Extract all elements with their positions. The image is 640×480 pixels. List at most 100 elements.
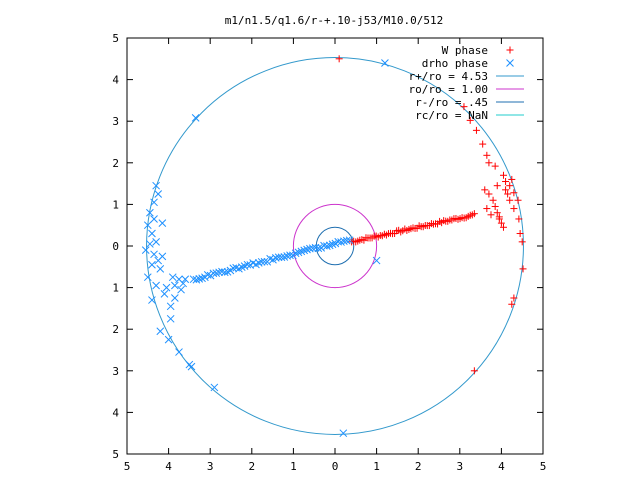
w-phase-marker — [470, 367, 478, 375]
w-phase-marker — [487, 211, 495, 219]
x-tick-label: 3 — [456, 460, 463, 473]
w-phase-marker — [483, 205, 491, 213]
y-tick-label: 3 — [112, 365, 119, 378]
drho-phase-marker — [300, 246, 309, 255]
chart-title: m1/n1.5/q1.6/r-+.10-j53/M10.0/512 — [225, 14, 444, 27]
w-phase-marker — [497, 219, 505, 227]
drho-phase-marker — [283, 252, 292, 260]
w-phase-marker — [460, 103, 468, 111]
drho-phase-marker — [189, 275, 198, 284]
w-phase-marker — [493, 182, 501, 190]
data-markers — [141, 55, 527, 438]
x-tick-label: 2 — [248, 460, 255, 473]
drho-phase-marker — [166, 314, 175, 323]
circle-ro-ro-1-00 — [292, 203, 378, 289]
x-tick-label: 3 — [207, 460, 214, 473]
legend-label: rc/ro = NaN — [415, 109, 488, 122]
w-phase-marker — [466, 116, 474, 124]
drho-phase-marker — [269, 255, 277, 264]
drho-phase-marker — [146, 208, 154, 217]
drho-phase-marker — [257, 257, 266, 266]
w-phase-marker — [510, 294, 518, 302]
drho-phase-marker — [314, 244, 323, 253]
legend-label: r-/ro = .45 — [415, 96, 488, 109]
w-phase-marker — [506, 182, 514, 190]
drho-phase-marker — [263, 257, 272, 266]
legend-label: W phase — [442, 44, 488, 57]
drho-phase-marker — [150, 250, 158, 259]
w-phase-marker — [502, 178, 510, 186]
w-phase-marker — [481, 186, 489, 194]
drho-phase-marker — [152, 237, 160, 246]
drho-phase-marker — [339, 429, 348, 438]
drho-phase-marker — [152, 181, 160, 190]
drho-phase-marker — [177, 285, 185, 294]
legend-marker — [506, 46, 514, 54]
y-tick-label: 4 — [112, 74, 119, 87]
drho-phase-marker — [146, 240, 154, 248]
x-tick-label: 5 — [540, 460, 547, 473]
drho-phase-marker — [150, 215, 158, 223]
w-phase-marker — [495, 213, 503, 221]
drho-phase-marker — [212, 269, 221, 277]
x-tick-label: 4 — [165, 460, 172, 473]
w-phase-marker — [519, 265, 527, 273]
drho-phase-marker — [297, 247, 306, 256]
drho-phase-marker — [286, 251, 294, 260]
drho-phase-marker — [187, 362, 196, 371]
drho-phase-marker — [158, 219, 167, 227]
drho-phase-marker — [150, 198, 158, 207]
drho-phase-marker — [206, 271, 215, 280]
x-tick-label: 1 — [290, 460, 297, 473]
w-phase-marker — [499, 171, 507, 179]
drho-phase-marker — [170, 281, 179, 290]
drho-phase-marker — [294, 248, 303, 257]
drho-phase-marker — [381, 59, 389, 67]
x-tick-label: 1 — [373, 460, 380, 473]
drho-phase-marker — [220, 268, 229, 277]
legend-label: r+/ro = 4.53 — [409, 70, 488, 83]
drho-phase-marker — [170, 294, 179, 302]
w-phase-marker — [491, 202, 499, 210]
w-phase-marker — [485, 159, 493, 167]
drho-phase-marker — [156, 327, 165, 336]
drho-phase-marker — [168, 273, 177, 282]
w-phase-marker — [483, 151, 491, 159]
x-tick-label: 5 — [124, 460, 131, 473]
drho-phase-marker — [179, 279, 188, 288]
drho-phase-marker — [166, 302, 175, 311]
drho-phase-marker — [192, 275, 201, 284]
y-tick-label: 1 — [112, 198, 119, 211]
drho-phase-marker — [143, 273, 152, 282]
y-tick-label: 3 — [112, 115, 119, 128]
y-tick-label: 4 — [112, 406, 119, 419]
y-tick-label: 5 — [112, 32, 119, 45]
drho-phase-marker — [317, 244, 326, 252]
drho-phase-marker — [164, 335, 173, 344]
drho-phase-marker — [325, 241, 334, 250]
drho-phase-marker — [223, 267, 232, 276]
w-phase-marker — [489, 196, 497, 204]
drho-phase-marker — [148, 296, 156, 304]
x-tick-label: 0 — [332, 460, 339, 473]
y-tick-label: 2 — [112, 323, 119, 336]
y-tick-label: 2 — [112, 157, 119, 170]
w-phase-marker — [504, 190, 512, 198]
w-phase-marker — [502, 186, 510, 194]
w-phase-marker — [472, 126, 480, 134]
drho-phase-marker — [148, 260, 156, 269]
drho-phase-marker — [323, 242, 331, 251]
drho-phase-marker — [143, 221, 152, 230]
y-tick-label: 1 — [112, 282, 119, 295]
drho-phase-marker — [181, 275, 190, 284]
w-phase-marker — [510, 189, 518, 197]
legend-marker — [506, 59, 514, 67]
drho-phase-marker — [158, 252, 167, 261]
drho-phase-marker — [331, 239, 340, 248]
drho-phase-marker — [160, 289, 169, 298]
drho-phase-marker — [303, 245, 311, 254]
drho-phase-marker — [240, 262, 249, 270]
